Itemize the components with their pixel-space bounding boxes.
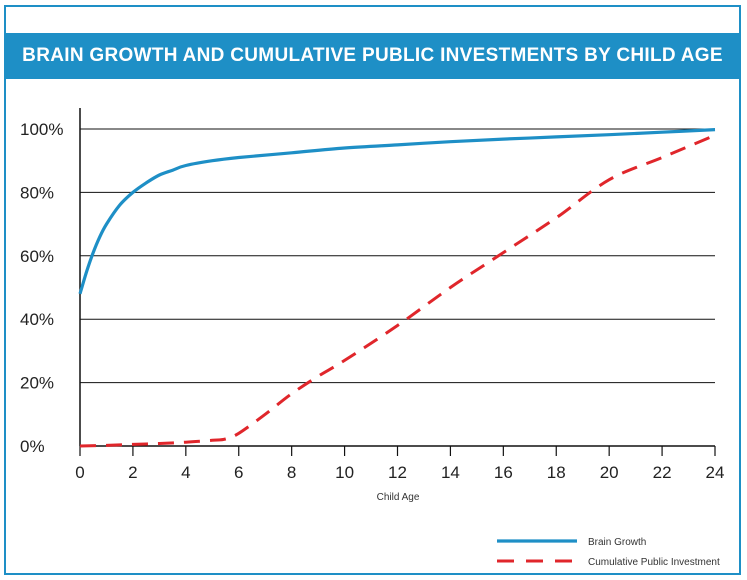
x-tick-label: 16 — [494, 463, 513, 482]
y-tick-label: 0% — [20, 437, 45, 456]
x-tick-label: 18 — [547, 463, 566, 482]
x-tick-label: 22 — [653, 463, 672, 482]
y-tick-label: 40% — [20, 310, 54, 329]
x-tick-label: 20 — [600, 463, 619, 482]
x-tick-label: 14 — [441, 463, 460, 482]
legend-label: Brain Growth — [588, 537, 646, 548]
axis-layer: 0%20%40%60%80%100%0 2 4 6 8 10 12 14 16 18 20 22 24C… — [20, 108, 724, 503]
x-tick-label: 10 — [335, 463, 354, 482]
series-line-cumulative-public-investment — [79, 133, 716, 448]
series-line-brain-growth — [78, 128, 716, 295]
series-layer — [78, 128, 716, 448]
x-tick-label: 8 — [287, 463, 296, 482]
x-tick-label: 4 — [181, 463, 190, 482]
y-tick-label: 20% — [20, 374, 54, 393]
grid-layer — [80, 128, 715, 384]
chart-title: BRAIN GROWTH AND CUMULATIVE PUBLIC INVES… — [22, 45, 723, 66]
chart-title-bar: BRAIN GROWTH AND CUMULATIVE PUBLIC INVES… — [6, 33, 739, 79]
y-tick-label: 60% — [20, 247, 54, 266]
chart-frame: BRAIN GROWTH AND CUMULATIVE PUBLIC INVES… — [4, 5, 741, 575]
x-tick-label: 6 — [234, 463, 243, 482]
y-tick-label: 80% — [20, 183, 54, 202]
x-tick-label: 2 — [128, 463, 137, 482]
x-axis-label: Child Age — [377, 492, 420, 503]
x-tick-label: 12 — [388, 463, 407, 482]
y-tick-label: 100% — [20, 120, 63, 139]
x-tick-label: 24 — [706, 463, 725, 482]
legend-layer: Brain Growth Cumulative Public Investment — [497, 537, 720, 568]
x-tick-label: 0 — [75, 463, 84, 482]
legend-label: Cumulative Public Investment — [588, 557, 720, 568]
